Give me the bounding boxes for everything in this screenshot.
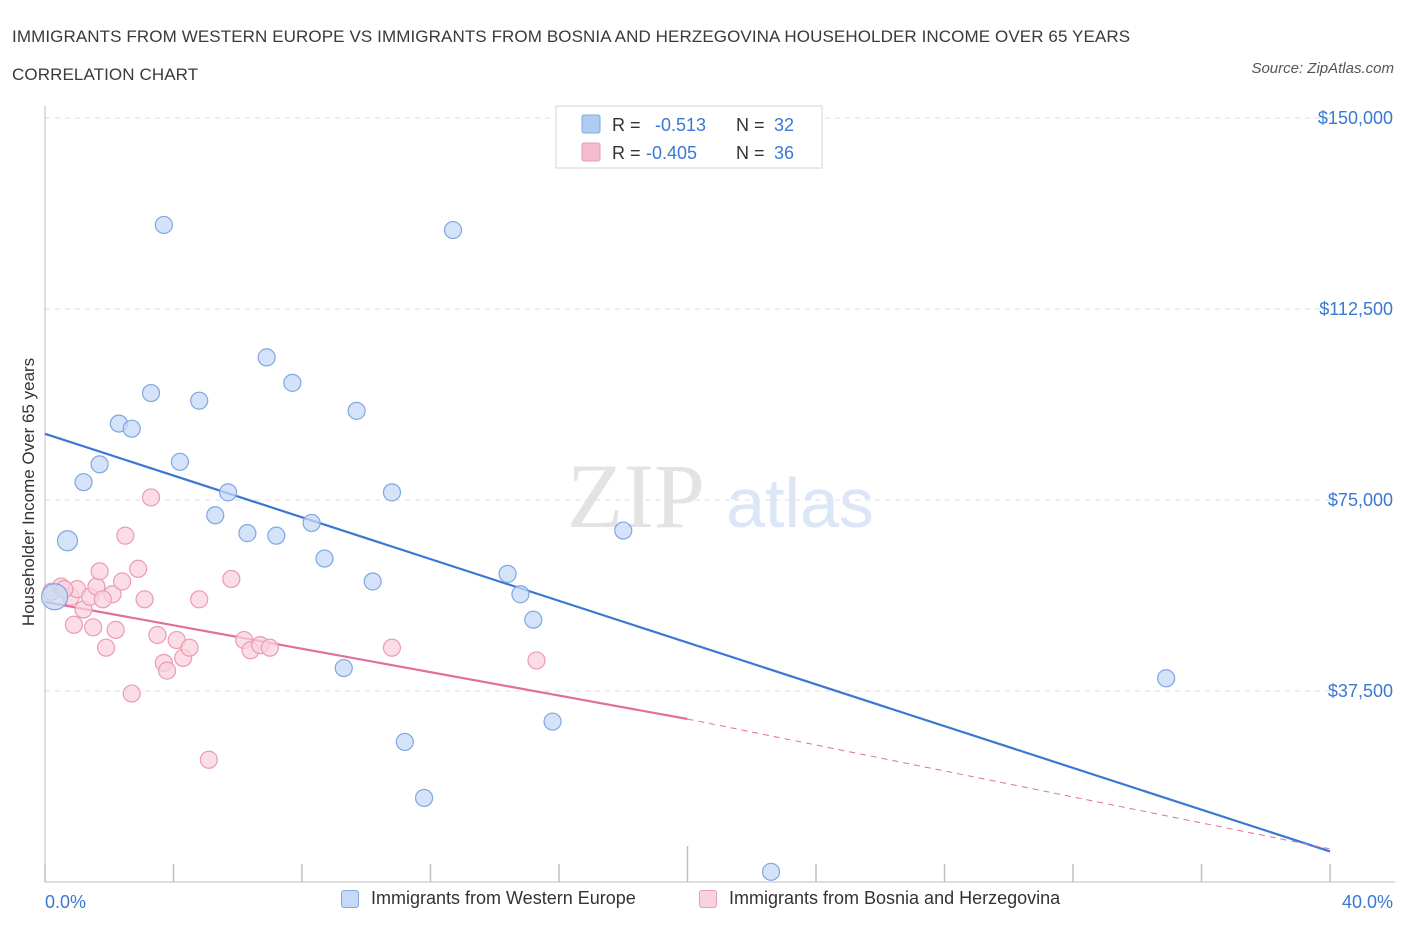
legend-swatch-western-europe [341, 889, 359, 908]
trendline-extension-series-1 [687, 718, 1331, 850]
point-bosnia [106, 620, 125, 639]
point-bosnia [84, 618, 103, 637]
point-western-europe [74, 473, 93, 492]
y-tick-label: $75,000 [1328, 490, 1393, 510]
point-western-europe [443, 220, 463, 240]
point-bosnia [180, 638, 199, 657]
point-bosnia [64, 615, 84, 634]
point-western-europe [170, 452, 190, 471]
y-tick-label: $112,500 [1319, 299, 1393, 319]
point-western-europe [206, 506, 225, 525]
point-western-europe [1157, 669, 1176, 688]
point-bosnia [260, 638, 279, 657]
trendline-series-1 [44, 600, 688, 721]
point-bosnia [199, 750, 218, 769]
data-points [41, 215, 1176, 881]
point-western-europe [122, 419, 141, 438]
stats-r-label-western-europe: R = [612, 115, 641, 135]
point-bosnia [116, 526, 135, 545]
point-bosnia [157, 661, 177, 680]
stats-box: R = -0.513 N = 32 R = -0.405 N = 36 [555, 105, 823, 169]
source-label: Source: ZipAtlas.com [1251, 60, 1394, 77]
stats-r-value-western-europe: -0.513 [655, 115, 706, 135]
point-western-europe [302, 513, 321, 533]
stats-swatch-bosnia [581, 142, 601, 162]
point-western-europe [347, 401, 366, 420]
point-western-europe [190, 391, 209, 410]
watermark-atlas: atlas [726, 464, 874, 542]
stats-r-value-bosnia: -0.405 [646, 143, 697, 163]
point-bosnia [382, 638, 402, 657]
point-bosnia [527, 651, 546, 670]
point-bosnia [122, 684, 141, 703]
watermark-zip: ZIP [567, 445, 705, 547]
stats-n-label-western-europe: N = [736, 115, 765, 135]
legend-swatch-bosnia [699, 889, 717, 908]
point-western-europe [41, 583, 69, 611]
stats-r-label-bosnia: R = [612, 143, 641, 163]
grid-lines [45, 117, 1330, 692]
x-tick-label-max: 40.0% [1342, 892, 1393, 912]
y-tick-labels: $37,500 $75,000 $112,500 $150,000 [1318, 108, 1393, 701]
point-western-europe [267, 526, 286, 545]
point-western-europe [498, 564, 517, 583]
point-western-europe [614, 521, 633, 540]
point-western-europe [511, 585, 530, 604]
point-western-europe [141, 383, 161, 403]
y-axis-label: Householder Income Over 65 years [19, 358, 38, 626]
point-bosnia [96, 638, 116, 657]
point-bosnia [222, 569, 241, 589]
axes [44, 106, 1395, 883]
point-western-europe [524, 610, 543, 629]
trend-lines [44, 432, 1331, 853]
point-bosnia [93, 590, 112, 609]
stats-n-value-bosnia: 36 [774, 143, 794, 163]
y-tick-label: $37,500 [1328, 681, 1393, 701]
point-western-europe [414, 788, 434, 808]
point-bosnia [135, 590, 154, 609]
point-western-europe [257, 348, 276, 367]
point-western-europe [283, 373, 302, 392]
point-western-europe [219, 483, 238, 502]
point-western-europe [315, 549, 334, 568]
x-tick-label-min: 0.0% [45, 892, 86, 912]
chart-title: IMMIGRANTS FROM WESTERN EUROPE VS IMMIGR… [12, 27, 1131, 84]
point-western-europe [363, 572, 382, 591]
point-western-europe [56, 530, 79, 552]
stats-swatch-western-europe [581, 114, 601, 134]
point-bosnia [112, 572, 132, 591]
point-bosnia [190, 590, 209, 609]
point-bosnia [129, 559, 148, 578]
trendline-series-0 [44, 432, 1331, 853]
legend-item-bosnia[interactable]: Immigrants from Bosnia and Herzegovina [699, 888, 1060, 909]
y-tick-label: $150,000 [1318, 108, 1393, 128]
point-bosnia [90, 562, 109, 581]
point-western-europe [382, 483, 402, 502]
legend-label-bosnia: Immigrants from Bosnia and Herzegovina [729, 888, 1061, 908]
point-western-europe [334, 658, 353, 678]
point-western-europe [543, 712, 562, 731]
legend-label-western-europe: Immigrants from Western Europe [371, 888, 636, 908]
point-western-europe [154, 215, 173, 235]
stats-n-label-bosnia: N = [736, 143, 765, 163]
point-bosnia [141, 488, 161, 507]
point-bosnia [148, 625, 167, 645]
point-western-europe [761, 862, 781, 881]
point-western-europe [90, 455, 109, 474]
legend-item-western-europe[interactable]: Immigrants from Western Europe [341, 888, 636, 909]
point-western-europe [238, 524, 257, 543]
point-western-europe [395, 732, 414, 752]
stats-n-value-western-europe: 32 [774, 115, 794, 135]
